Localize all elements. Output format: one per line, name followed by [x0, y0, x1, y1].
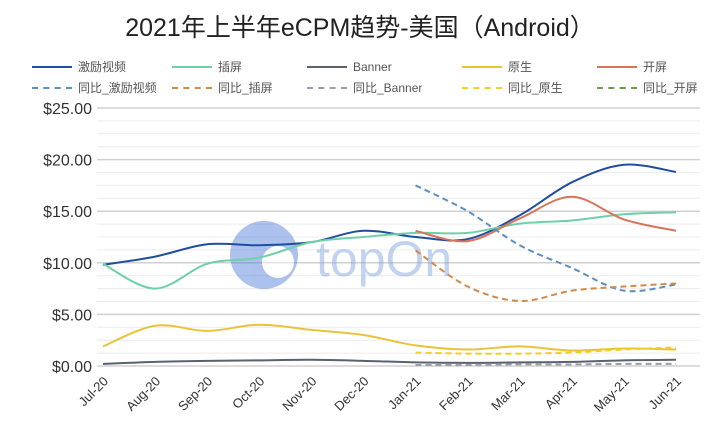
legend-item: 同比_Banner — [307, 79, 462, 96]
legend-swatch — [307, 65, 347, 68]
legend-item: 激励视频 — [32, 58, 172, 75]
legend-swatch — [462, 65, 502, 68]
legend-swatch — [172, 86, 212, 89]
legend-label: 原生 — [508, 60, 533, 74]
legend-item: 插屏 — [172, 58, 307, 75]
legend-label: 同比_激励视频 — [78, 81, 157, 95]
x-tick-label: Dec-20 — [331, 374, 371, 414]
legend-item: 同比_激励视频 — [32, 79, 172, 96]
x-tick-label: Nov-20 — [279, 374, 319, 414]
series-line-Banner — [102, 358, 677, 365]
series-line-同比_激励视频 — [415, 184, 677, 293]
x-tick-label: May-21 — [591, 374, 632, 415]
y-tick-label: $0.00 — [52, 359, 92, 376]
series-line-同比_原生 — [415, 346, 677, 355]
series-line-同比_插屏 — [414, 249, 677, 302]
y-tick-label: $25.00 — [43, 101, 92, 118]
x-tick-label: Sep-20 — [175, 374, 215, 414]
x-tick-label: Aug-20 — [123, 374, 163, 414]
x-tick-label: Apr-21 — [542, 374, 580, 412]
legend-label: 同比_插屏 — [218, 81, 273, 95]
series-line-开屏 — [415, 195, 677, 243]
legend-swatch — [32, 86, 72, 89]
series-line-同比_Banner — [415, 362, 677, 367]
x-tick-label: Jul-20 — [75, 374, 111, 410]
legend-label: 开屏 — [643, 60, 668, 74]
series-line-原生 — [102, 323, 677, 352]
legend-item: 同比_开屏 — [597, 79, 717, 96]
legend-swatch — [307, 86, 347, 89]
legend-item: 原生 — [462, 58, 597, 75]
legend-item: 开屏 — [597, 58, 717, 75]
legend-label: 激励视频 — [78, 60, 127, 74]
legend-label: 插屏 — [218, 60, 243, 74]
watermark-text: topOn — [316, 231, 452, 287]
legend-label: 同比_开屏 — [643, 81, 698, 95]
legend: 激励视频 插屏 Banner 原生 开屏同比_激励视频 同比_插屏 同比_Banner 同比_… — [32, 58, 712, 96]
legend-label: 同比_Banner — [353, 81, 423, 95]
watermark-logo: topOn — [230, 221, 452, 289]
legend-item: 同比_原生 — [462, 79, 597, 96]
x-tick-label: Jan-21 — [385, 374, 424, 413]
series-line-插屏 — [102, 211, 677, 290]
legend-swatch — [172, 65, 212, 68]
y-tick-label: $10.00 — [43, 256, 92, 273]
chart-title: 2021年上半年eCPM趋势-美国（Android） — [125, 14, 595, 42]
x-tick-label: Oct-20 — [229, 374, 267, 412]
y-tick-label: $15.00 — [43, 204, 92, 221]
legend-swatch — [462, 86, 502, 89]
x-tick-label: Jun-21 — [645, 374, 684, 413]
y-tick-label: $5.00 — [52, 307, 92, 324]
legend-label: Banner — [353, 59, 392, 74]
y-tick-label: $20.00 — [43, 153, 92, 170]
legend-swatch — [32, 65, 72, 68]
x-tick-label: Feb-21 — [436, 374, 476, 414]
legend-swatch — [597, 86, 637, 89]
legend-item: Banner — [307, 58, 462, 75]
legend-label: 同比_原生 — [508, 81, 563, 95]
legend-item: 同比_插屏 — [172, 79, 307, 96]
series-line-激励视频 — [102, 163, 677, 266]
legend-swatch — [597, 65, 637, 68]
x-tick-label: Mar-21 — [488, 374, 528, 414]
